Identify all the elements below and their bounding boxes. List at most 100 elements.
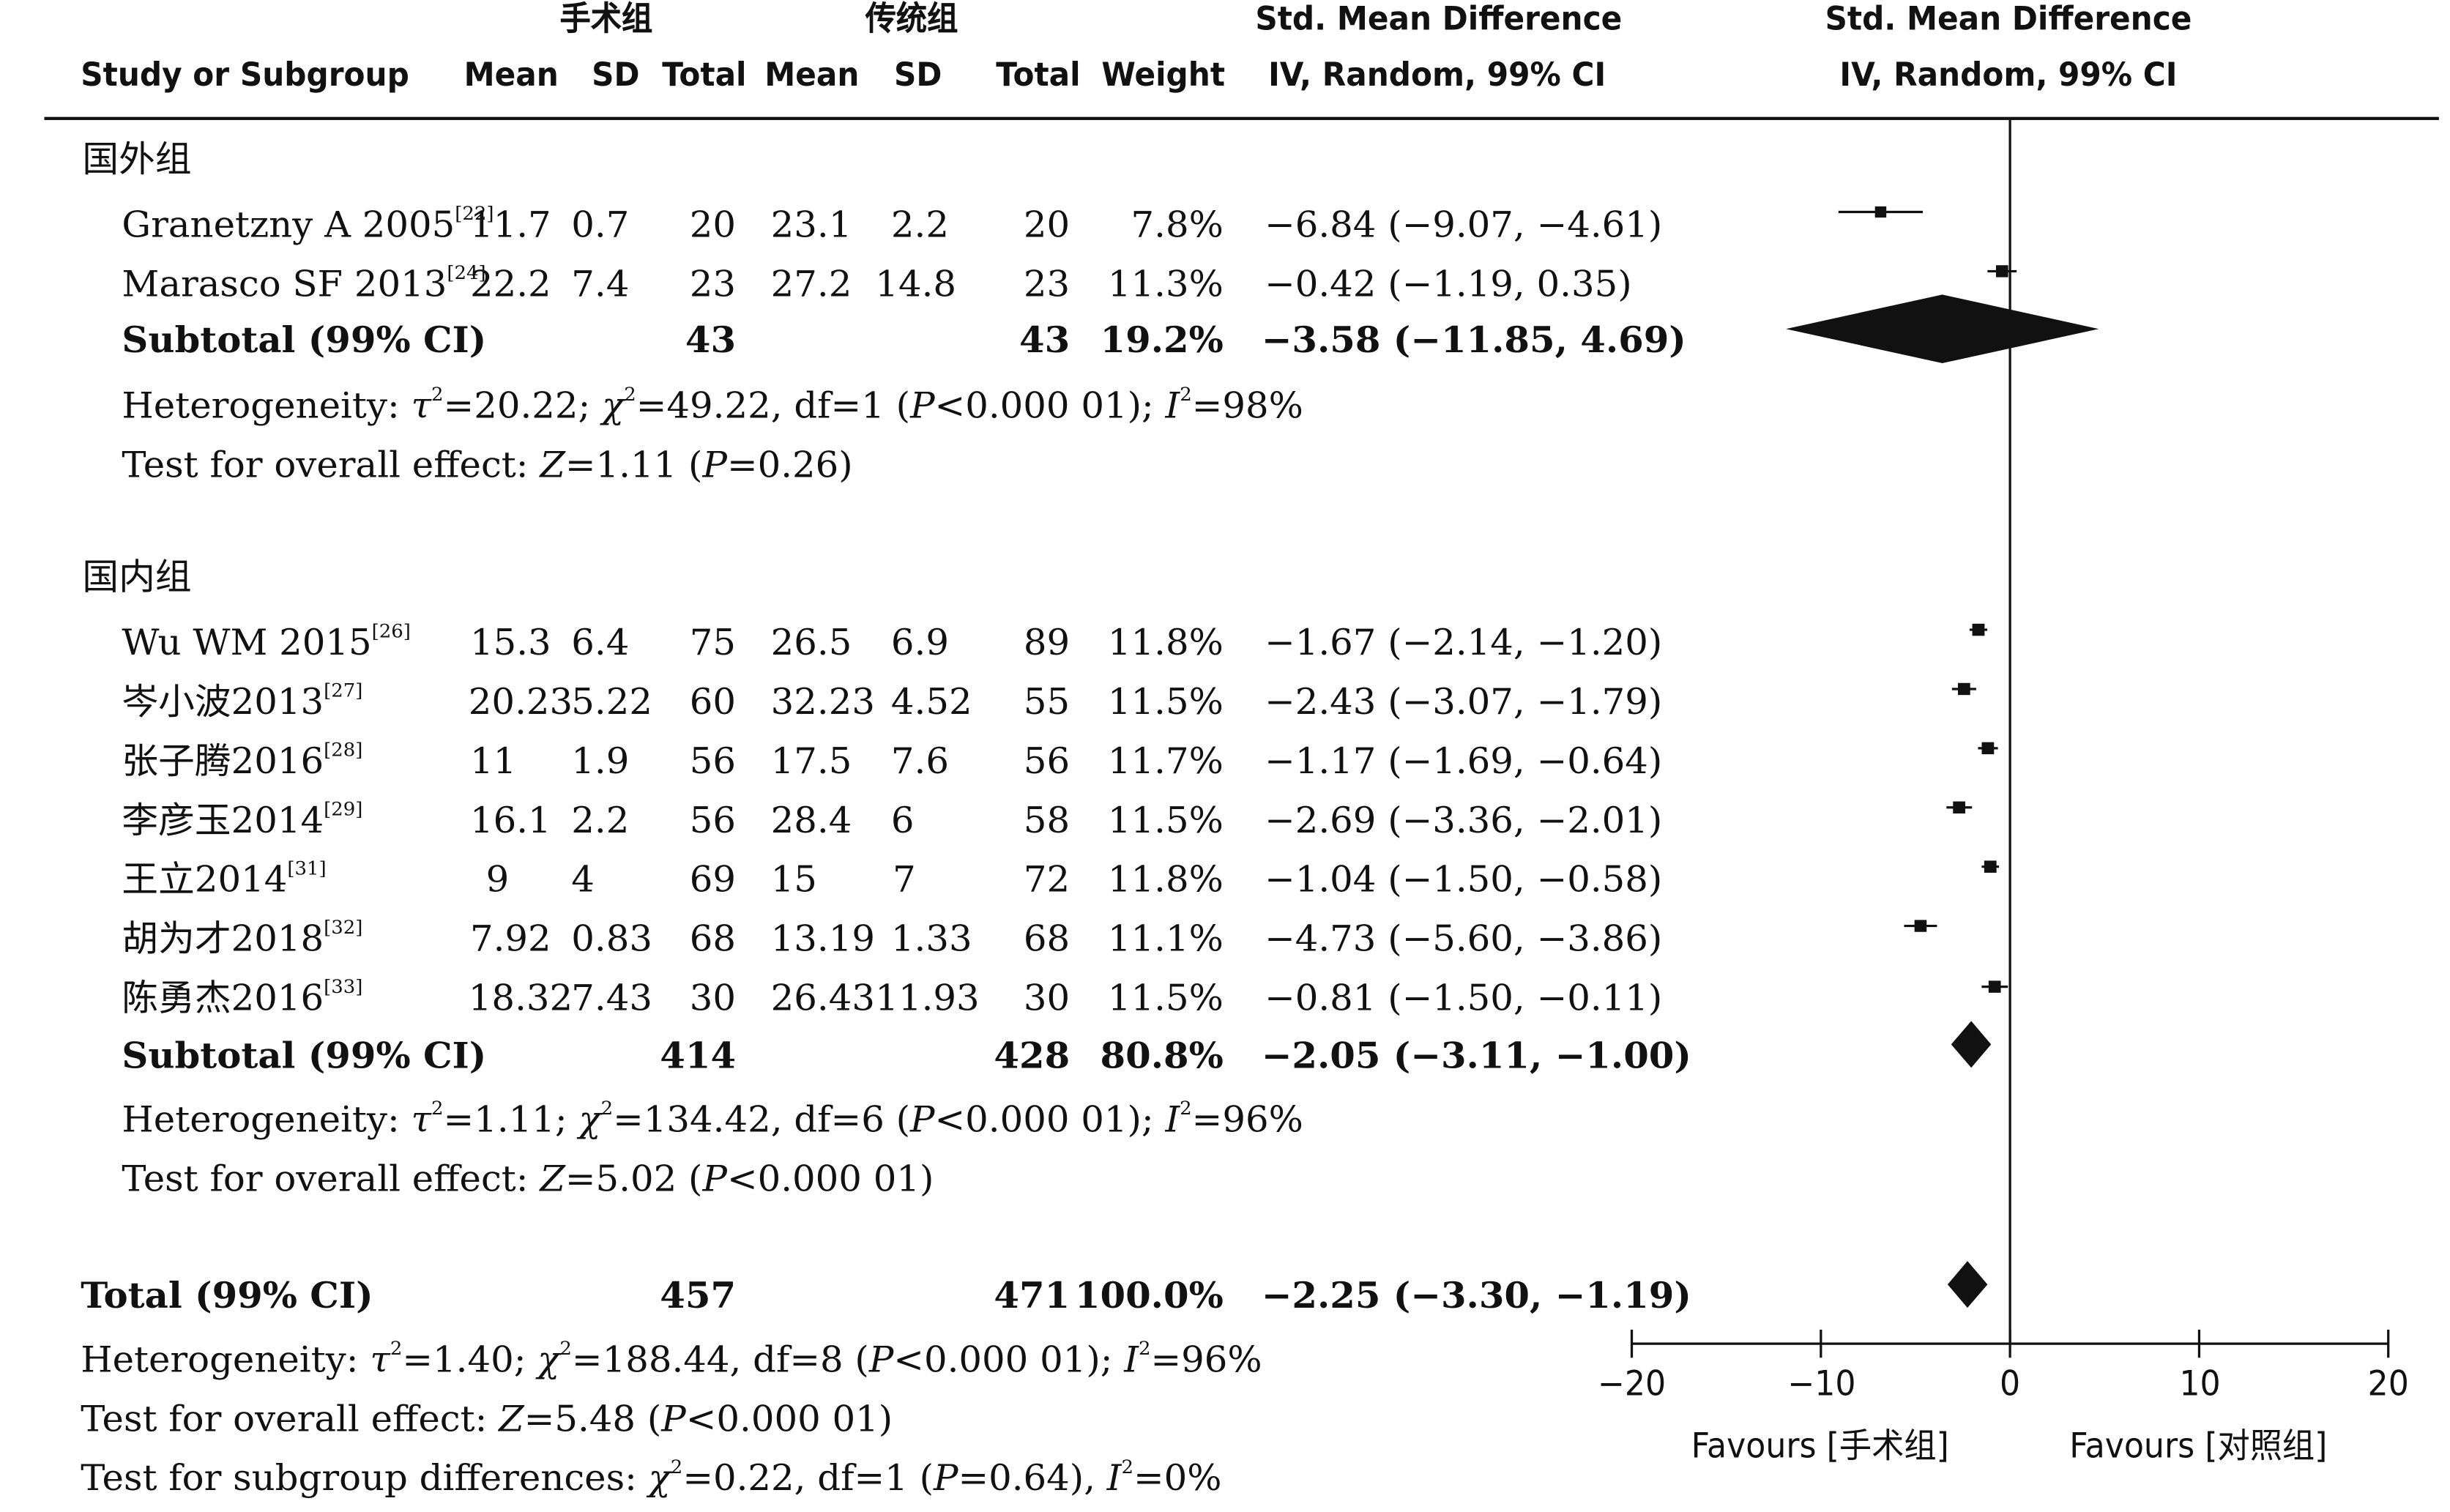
n1-cell: 69 bbox=[689, 860, 737, 901]
mean2-cell: 26.5 bbox=[770, 623, 852, 664]
subtotal-weight: 19.2% bbox=[1100, 319, 1224, 362]
sd2-cell: 7 bbox=[893, 860, 916, 901]
sd1-cell: 0.83 bbox=[571, 920, 653, 961]
mean1-header: Mean bbox=[463, 56, 559, 94]
n2-cell: 68 bbox=[1023, 920, 1071, 961]
subtotal-n2: 428 bbox=[994, 1035, 1071, 1078]
pooled-effect-diamond bbox=[1947, 1261, 1988, 1308]
ci-cell: −0.81 (−1.50, −0.11) bbox=[1265, 978, 1663, 1020]
x-tick-label: −20 bbox=[1597, 1365, 1667, 1405]
sd1-header: SD bbox=[592, 56, 640, 94]
mean2-header: Mean bbox=[764, 56, 860, 94]
sd2-cell: 4.52 bbox=[890, 682, 972, 723]
mean1-cell: 16.1 bbox=[469, 801, 551, 842]
favours-right-label: Favours [对照组] bbox=[2069, 1428, 2328, 1467]
ci-cell: −6.84 (−9.07, −4.61) bbox=[1265, 206, 1663, 247]
heterogeneity-line: Heterogeneity: τ2=20.22; χ2=49.22, df=1 … bbox=[122, 383, 1303, 428]
sd1-cell: 7.4 bbox=[571, 264, 630, 306]
total2-header: Total bbox=[996, 56, 1081, 94]
x-tick-label: 10 bbox=[2178, 1365, 2220, 1405]
study-point-estimate bbox=[1972, 623, 1985, 636]
weight-header: Weight bbox=[1101, 56, 1226, 94]
total-overall-effect-line: Test for overall effect: Z=5.48 (P<0.000… bbox=[81, 1399, 893, 1441]
sd1-cell: 7.43 bbox=[571, 978, 653, 1020]
n1-cell: 68 bbox=[689, 920, 737, 961]
sd2-cell: 2.2 bbox=[890, 206, 949, 247]
sd1-cell: 0.7 bbox=[571, 206, 630, 247]
x-tick-label: 20 bbox=[2367, 1365, 2409, 1405]
subtotal-n1: 414 bbox=[660, 1035, 737, 1078]
mean2-cell: 13.19 bbox=[770, 920, 876, 961]
subtotal-label: Subtotal (99% CI) bbox=[122, 319, 487, 362]
pooled-effect-diamond bbox=[1951, 1021, 1992, 1068]
study-name: 李彦玉2014[29] bbox=[122, 797, 363, 842]
total1-header: Total bbox=[662, 56, 747, 94]
mean2-cell: 27.2 bbox=[770, 264, 852, 306]
total-heterogeneity-line: Heterogeneity: τ2=1.40; χ2=188.44, df=8 … bbox=[81, 1337, 1262, 1382]
sd1-cell: 6.4 bbox=[571, 623, 630, 664]
subtotal-n2: 43 bbox=[1019, 319, 1071, 362]
study-ref: [27] bbox=[324, 679, 363, 702]
favours-left-label: Favours [手术组] bbox=[1691, 1428, 1949, 1467]
n2-cell: 56 bbox=[1023, 742, 1071, 783]
ci-cell: −0.42 (−1.19, 0.35) bbox=[1265, 264, 1632, 306]
sd2-cell: 6 bbox=[890, 801, 915, 842]
study-point-estimate bbox=[1953, 801, 1965, 813]
weight-cell: 7.8% bbox=[1131, 206, 1224, 247]
n1-cell: 30 bbox=[689, 978, 737, 1020]
n2-cell: 20 bbox=[1023, 206, 1071, 247]
sd1-cell: 5.22 bbox=[571, 682, 653, 723]
study-column-header: Study or Subgroup bbox=[81, 56, 409, 94]
subtotal-weight: 80.8% bbox=[1100, 1035, 1224, 1078]
total-n2: 471 bbox=[994, 1275, 1071, 1317]
study-name: 陈勇杰2016[33] bbox=[122, 975, 363, 1020]
mean1-cell: 9 bbox=[485, 860, 510, 901]
study-point-estimate bbox=[1984, 860, 1997, 873]
sd2-cell: 11.93 bbox=[875, 978, 980, 1020]
sd1-cell: 4 bbox=[571, 860, 595, 901]
sd2-cell: 7.6 bbox=[890, 742, 949, 783]
mean1-cell: 18.32 bbox=[468, 978, 573, 1020]
study-ref: [29] bbox=[324, 797, 363, 820]
study-name: 王立2014[31] bbox=[122, 857, 327, 901]
n2-cell: 55 bbox=[1023, 682, 1071, 723]
x-tick-label: −10 bbox=[1787, 1365, 1855, 1405]
weight-cell: 11.5% bbox=[1107, 801, 1224, 842]
subtotal-ci: −3.58 (−11.85, 4.69) bbox=[1261, 319, 1686, 362]
effect-method-left: IV, Random, 99% CI bbox=[1268, 56, 1606, 94]
ci-cell: −4.73 (−5.60, −3.86) bbox=[1265, 920, 1663, 961]
total-n1: 457 bbox=[660, 1275, 737, 1317]
total-ci: −2.25 (−3.30, −1.19) bbox=[1261, 1275, 1691, 1317]
n1-cell: 20 bbox=[689, 206, 737, 247]
study-name: 岑小波2013[27] bbox=[122, 679, 363, 723]
n2-cell: 23 bbox=[1023, 264, 1071, 306]
weight-cell: 11.5% bbox=[1107, 978, 1224, 1020]
sd2-cell: 14.8 bbox=[875, 264, 957, 306]
sd1-cell: 2.2 bbox=[571, 801, 630, 842]
mean2-cell: 26.43 bbox=[770, 978, 876, 1020]
effect-title-left: Std. Mean Difference bbox=[1255, 0, 1623, 38]
mean2-cell: 32.23 bbox=[770, 682, 876, 723]
study-name: Granetzny A 2005[22] bbox=[122, 202, 494, 247]
subgroup-heading: 国内组 bbox=[82, 558, 192, 599]
heterogeneity-line: Heterogeneity: τ2=1.11; χ2=134.42, df=6 … bbox=[122, 1097, 1303, 1142]
overall-effect-line: Test for overall effect: Z=5.02 (P<0.000… bbox=[122, 1159, 934, 1201]
effect-method-right: IV, Random, 99% CI bbox=[1839, 56, 2178, 94]
weight-cell: 11.7% bbox=[1107, 742, 1224, 783]
ci-cell: −2.43 (−3.07, −1.79) bbox=[1265, 682, 1663, 723]
n1-cell: 56 bbox=[689, 801, 737, 842]
n1-cell: 23 bbox=[689, 264, 737, 306]
study-point-estimate bbox=[1874, 206, 1887, 218]
group2-header: 传统组 bbox=[865, 0, 958, 38]
x-tick-label: 0 bbox=[2000, 1365, 2021, 1405]
effect-title-right: Std. Mean Difference bbox=[1825, 0, 2192, 38]
n2-cell: 58 bbox=[1023, 801, 1071, 842]
ci-cell: −1.17 (−1.69, −0.64) bbox=[1265, 742, 1663, 783]
study-point-estimate bbox=[1914, 920, 1927, 932]
n1-cell: 56 bbox=[689, 742, 737, 783]
pooled-effect-diamond bbox=[1786, 294, 2099, 364]
mean1-cell: 7.92 bbox=[469, 920, 551, 961]
study-point-estimate bbox=[1981, 742, 1995, 755]
